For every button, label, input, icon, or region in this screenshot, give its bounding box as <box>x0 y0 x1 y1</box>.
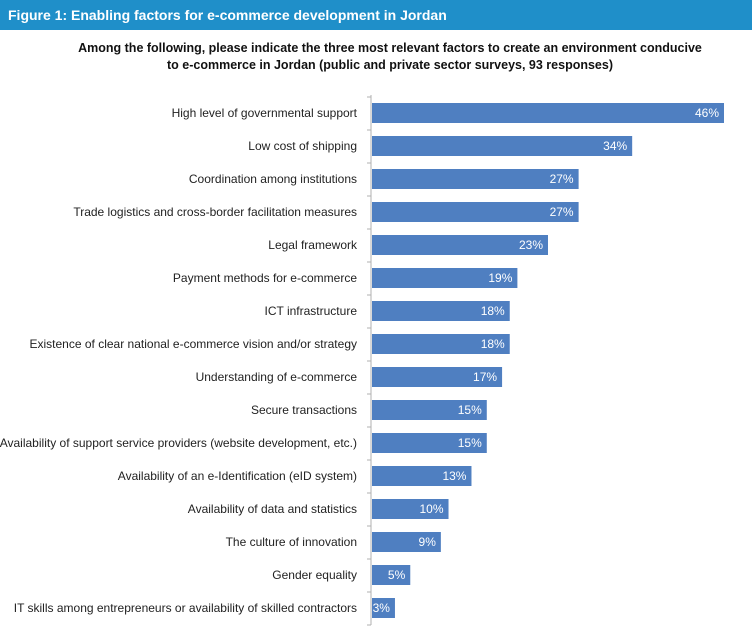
category-label: Availability of data and statistics <box>188 502 357 516</box>
chart-title-line-1: Among the following, please indicate the… <box>78 41 702 55</box>
value-label: 19% <box>488 271 512 285</box>
value-label: 18% <box>481 337 505 351</box>
category-label: Legal framework <box>268 238 358 252</box>
bar <box>372 598 395 618</box>
bar <box>372 235 548 255</box>
bar <box>372 268 518 288</box>
category-label: Existence of clear national e-commerce v… <box>30 337 358 351</box>
bar <box>372 103 724 123</box>
category-label: Availability of support service provider… <box>0 436 357 450</box>
bar <box>372 136 633 156</box>
chart-title: Among the following, please indicate the… <box>60 40 720 74</box>
bar <box>372 433 487 453</box>
value-label: 5% <box>388 568 406 582</box>
value-label: 46% <box>695 106 719 120</box>
category-label: Availability of an e-Identification (eID… <box>118 469 357 483</box>
category-label: High level of governmental support <box>172 106 358 120</box>
chart-title-line-2: to e-commerce in Jordan (public and priv… <box>167 58 613 72</box>
category-label: Gender equality <box>272 568 357 582</box>
value-label: 3% <box>373 601 391 615</box>
value-label: 18% <box>481 304 505 318</box>
bar <box>372 334 510 354</box>
figure-header: Figure 1: Enabling factors for e-commerc… <box>0 0 752 30</box>
bar <box>372 367 503 387</box>
value-label: 10% <box>419 502 443 516</box>
category-label: IT skills among entrepreneurs or availab… <box>14 601 357 615</box>
bar <box>372 532 441 552</box>
bar <box>372 466 472 486</box>
value-label: 23% <box>519 238 543 252</box>
value-label: 15% <box>458 436 482 450</box>
category-label: Trade logistics and cross-border facilit… <box>73 205 357 219</box>
value-label: 13% <box>442 469 466 483</box>
bar <box>372 301 510 321</box>
category-label: Secure transactions <box>251 403 357 417</box>
category-label: Payment methods for e-commerce <box>173 271 357 285</box>
category-label: Coordination among institutions <box>189 172 357 186</box>
bar <box>372 565 411 585</box>
category-label: The culture of innovation <box>226 535 357 549</box>
bar <box>372 499 449 519</box>
value-label: 9% <box>419 535 437 549</box>
value-label: 15% <box>458 403 482 417</box>
category-label: Understanding of e-commerce <box>196 370 358 384</box>
bar <box>372 400 487 420</box>
value-label: 34% <box>603 139 627 153</box>
bar <box>372 169 579 189</box>
category-label: Low cost of shipping <box>248 139 357 153</box>
value-label: 17% <box>473 370 497 384</box>
category-label: ICT infrastructure <box>265 304 358 318</box>
value-label: 27% <box>550 172 574 186</box>
bar <box>372 202 579 222</box>
value-label: 27% <box>550 205 574 219</box>
